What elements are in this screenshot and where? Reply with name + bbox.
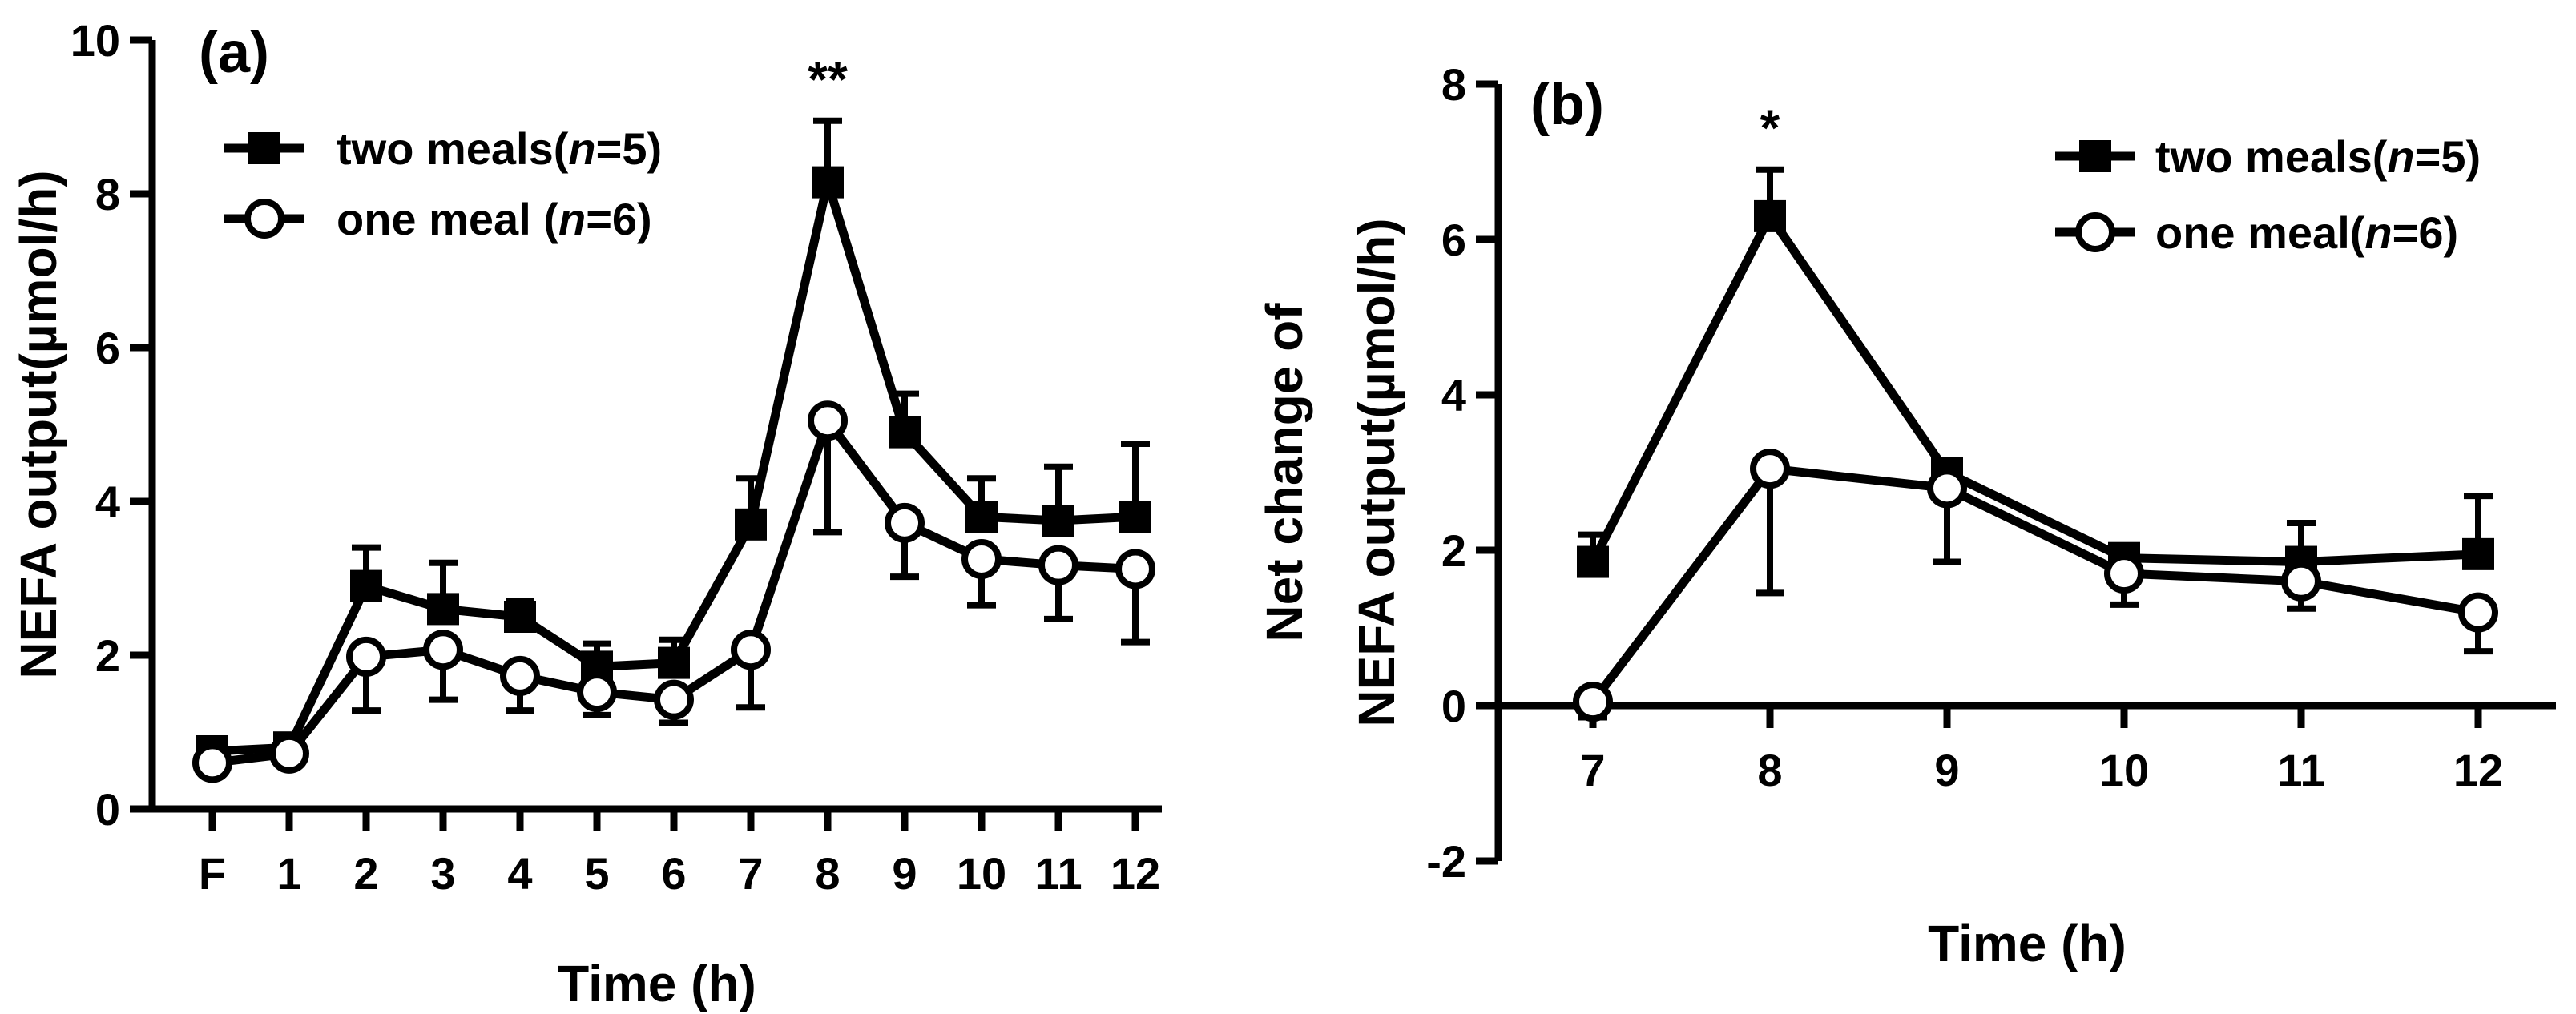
data-point-circle (577, 672, 617, 713)
data-point-circle (885, 502, 925, 543)
y-tick-label: 10 (71, 15, 120, 66)
legend-circle-marker (2075, 212, 2115, 252)
data-point-circle (808, 400, 848, 441)
series-two-meals (196, 117, 1151, 767)
legend-entry: one meal (n=6) (224, 194, 652, 244)
y-tick-label: 6 (1441, 215, 1466, 265)
data-point-circle (192, 742, 232, 783)
data-point-circle (1750, 449, 1790, 489)
x-tick-label: 2 (353, 848, 378, 899)
legend-entry: two meals(n=5) (224, 123, 662, 174)
data-point-square (350, 569, 382, 602)
legend-entry: one meal(n=6) (2055, 207, 2458, 258)
data-point-square (735, 508, 767, 541)
x-axis-title: Time (h) (558, 955, 756, 1012)
y-tick-label: 2 (95, 630, 120, 681)
x-axis-title: Time (h) (1928, 915, 2127, 972)
x-tick-label: 3 (430, 848, 455, 899)
x-tick-label: 9 (892, 848, 917, 899)
x-tick-label: 1 (276, 848, 301, 899)
data-point-square (1042, 505, 1074, 537)
legend-label: one meal (n=6) (337, 194, 652, 244)
data-point-circle (2458, 592, 2498, 633)
x-tick-label: 12 (1111, 848, 1160, 899)
legend-circle-marker (244, 199, 284, 239)
x-tick-label: 10 (2099, 745, 2149, 795)
x-tick-label: 9 (1934, 745, 1959, 795)
legend-square-marker (2079, 140, 2111, 172)
y-tick-label: 8 (1441, 59, 1466, 110)
x-tick-label: 5 (584, 848, 609, 899)
panel-label: (a) (199, 21, 269, 85)
series-one-meal (1573, 449, 2498, 722)
x-tick-label: 8 (815, 848, 840, 899)
x-tick-label: 8 (1757, 745, 1782, 795)
data-point-square (2462, 537, 2494, 570)
x-tick-label: 4 (507, 848, 532, 899)
data-point-square (658, 646, 690, 679)
y-tick-label: 2 (1441, 525, 1466, 576)
y-tick-label: 4 (1441, 370, 1466, 420)
data-point-circle (500, 655, 540, 696)
panel-b: -2 0 2 4 6 8 7 8 9 10 11 12 Time (h) Net change of NEF… (1256, 59, 2556, 972)
data-point-square (1754, 199, 1786, 232)
x-tick-label: 6 (661, 848, 686, 899)
data-point-square (1119, 501, 1151, 533)
y-axis-title-line: NEFA output(µmol/h) (1348, 218, 1405, 726)
legend-label: two meals(n=5) (2155, 131, 2481, 182)
data-point-square (504, 601, 536, 633)
x-tick-label: 7 (738, 848, 763, 899)
data-point-circle (269, 733, 309, 774)
x-tick-label: 12 (2453, 745, 2503, 795)
data-point-circle (1927, 468, 1967, 509)
x-tick-label: 10 (957, 848, 1006, 899)
series-line (1589, 464, 2479, 705)
y-tick-label: 4 (95, 477, 120, 527)
x-tick-label: 11 (2277, 745, 2324, 795)
data-point-circle (423, 630, 463, 670)
y-axis-title-line: Net change of (1256, 303, 1313, 642)
significance-marker: ** (808, 50, 848, 108)
legend-label: two meals(n=5) (337, 123, 662, 174)
legend-label: one meal(n=6) (2155, 207, 2458, 258)
data-point-circle (961, 539, 1002, 579)
data-point-circle (2104, 553, 2144, 594)
data-point-circle (654, 679, 694, 720)
y-tick-label: 0 (1441, 681, 1466, 731)
data-point-square (965, 501, 998, 533)
x-tick-label: F (199, 848, 226, 899)
data-point-square (812, 166, 844, 199)
data-point-circle (1038, 545, 1078, 585)
data-point-circle (1573, 682, 1613, 722)
y-tick-label: -2 (1426, 836, 1466, 887)
data-point-square (1577, 545, 1609, 578)
series-two-meals (1577, 166, 2494, 578)
significance-marker: * (1760, 99, 1780, 157)
series-one-meal (192, 400, 1155, 783)
x-tick-label: 11 (1034, 848, 1082, 899)
data-point-circle (1115, 549, 1155, 589)
data-point-square (427, 593, 459, 626)
legend-square-marker (248, 132, 280, 164)
legend-entry: two meals(n=5) (2055, 131, 2481, 182)
y-axis-title: NEFA output(µmol/h) (10, 170, 67, 678)
data-point-circle (346, 636, 386, 677)
panel-label: (b) (1530, 73, 1604, 137)
data-point-circle (2281, 561, 2321, 602)
data-point-square (889, 416, 921, 449)
data-point-circle (731, 630, 771, 670)
y-tick-label: 0 (95, 784, 120, 835)
x-tick-label: 7 (1580, 745, 1605, 795)
y-tick-label: 6 (95, 323, 120, 373)
y-tick-label: 8 (95, 169, 120, 219)
series-line (1589, 211, 2479, 567)
